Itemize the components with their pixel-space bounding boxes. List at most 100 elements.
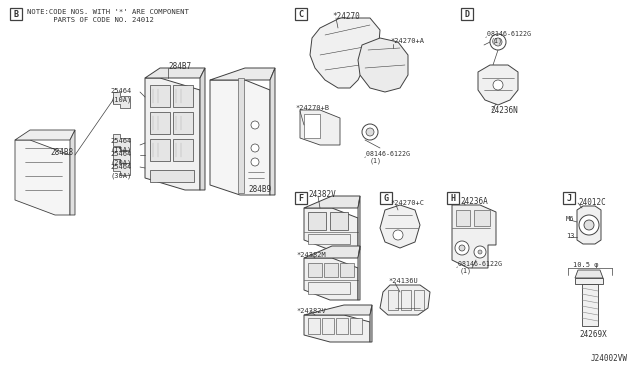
Polygon shape	[358, 196, 360, 250]
Text: J: J	[566, 193, 572, 202]
Bar	[308, 234, 350, 244]
Bar	[173, 139, 193, 161]
Polygon shape	[358, 38, 408, 92]
Bar	[150, 139, 170, 161]
Text: G: G	[383, 193, 388, 202]
Text: NOTE:CODE NOS. WITH '*' ARE COMPONENT: NOTE:CODE NOS. WITH '*' ARE COMPONENT	[27, 9, 189, 15]
Circle shape	[366, 128, 374, 136]
Circle shape	[393, 230, 403, 240]
Text: 284B8: 284B8	[50, 148, 73, 157]
Text: ¸08146-6122G: ¸08146-6122G	[455, 260, 503, 267]
Bar	[308, 263, 322, 277]
Text: 10.5 φ: 10.5 φ	[573, 262, 598, 268]
Text: PARTS OF CODE NO. 24012: PARTS OF CODE NO. 24012	[27, 17, 154, 23]
Polygon shape	[575, 270, 603, 278]
Text: J24002VW: J24002VW	[591, 354, 628, 363]
Polygon shape	[478, 65, 518, 105]
Bar	[324, 263, 338, 277]
Polygon shape	[452, 205, 496, 268]
Bar	[380, 192, 392, 204]
Polygon shape	[300, 110, 340, 145]
Text: 25464: 25464	[110, 138, 131, 144]
Circle shape	[362, 124, 378, 140]
Bar	[447, 192, 459, 204]
Bar	[238, 78, 244, 193]
Polygon shape	[145, 68, 205, 78]
Text: (1): (1)	[370, 157, 382, 164]
Text: *24270+A: *24270+A	[390, 38, 424, 44]
Polygon shape	[380, 285, 430, 315]
Bar	[461, 8, 473, 20]
Bar	[401, 290, 411, 310]
Text: *24136U: *24136U	[388, 278, 418, 284]
Polygon shape	[358, 246, 360, 300]
Bar	[173, 85, 193, 107]
Bar	[150, 85, 170, 107]
Text: 25464: 25464	[110, 151, 131, 157]
Bar	[388, 290, 398, 310]
Text: 25464: 25464	[110, 164, 131, 170]
Bar	[10, 8, 22, 20]
Polygon shape	[113, 92, 130, 108]
Text: 25464: 25464	[110, 88, 131, 94]
Circle shape	[459, 245, 465, 251]
Bar	[456, 210, 470, 226]
Bar	[336, 318, 348, 334]
Text: *24382M: *24382M	[296, 252, 326, 258]
Polygon shape	[270, 68, 275, 195]
Polygon shape	[304, 315, 370, 342]
Polygon shape	[113, 147, 130, 163]
Polygon shape	[145, 78, 200, 190]
Polygon shape	[113, 159, 130, 175]
Text: *24270: *24270	[332, 12, 360, 21]
Text: 13: 13	[566, 233, 575, 239]
Polygon shape	[310, 18, 380, 88]
Polygon shape	[15, 130, 75, 140]
Circle shape	[478, 250, 482, 254]
Circle shape	[251, 158, 259, 166]
Text: F: F	[298, 193, 303, 202]
Text: (20A): (20A)	[110, 159, 131, 166]
Bar	[308, 282, 350, 294]
Bar	[575, 278, 603, 284]
Text: 24382V: 24382V	[308, 190, 336, 199]
Bar	[150, 170, 194, 182]
Bar	[322, 318, 334, 334]
Text: 24236N: 24236N	[490, 106, 518, 115]
Text: H: H	[451, 193, 456, 202]
Text: *24382V: *24382V	[296, 308, 326, 314]
Bar	[350, 318, 362, 334]
Text: *24270+C: *24270+C	[390, 200, 424, 206]
Text: 24012C: 24012C	[578, 198, 605, 207]
Polygon shape	[304, 196, 360, 208]
Text: (1): (1)	[491, 37, 503, 44]
Bar	[308, 212, 326, 230]
Circle shape	[474, 246, 486, 258]
Text: 24236A: 24236A	[460, 197, 488, 206]
Text: D: D	[465, 10, 470, 19]
Text: 24269X: 24269X	[579, 330, 607, 339]
Bar	[304, 114, 320, 138]
Text: C: C	[298, 10, 303, 19]
Polygon shape	[15, 140, 70, 215]
Polygon shape	[113, 134, 130, 150]
Text: 284B9: 284B9	[248, 185, 271, 194]
Text: B: B	[13, 10, 19, 19]
Circle shape	[251, 121, 259, 129]
Polygon shape	[577, 206, 601, 244]
Circle shape	[455, 241, 469, 255]
Polygon shape	[210, 68, 275, 80]
Polygon shape	[210, 80, 270, 195]
Bar	[150, 112, 170, 134]
Bar	[295, 192, 307, 204]
Bar	[173, 112, 193, 134]
Circle shape	[251, 144, 259, 152]
Circle shape	[493, 80, 503, 90]
Text: 284B7: 284B7	[168, 62, 191, 71]
Bar	[295, 8, 307, 20]
Polygon shape	[304, 208, 358, 250]
Circle shape	[490, 34, 506, 50]
Text: (10A): (10A)	[110, 96, 131, 103]
Text: ¸08146-6122G: ¸08146-6122G	[484, 30, 532, 37]
Bar	[340, 263, 354, 277]
